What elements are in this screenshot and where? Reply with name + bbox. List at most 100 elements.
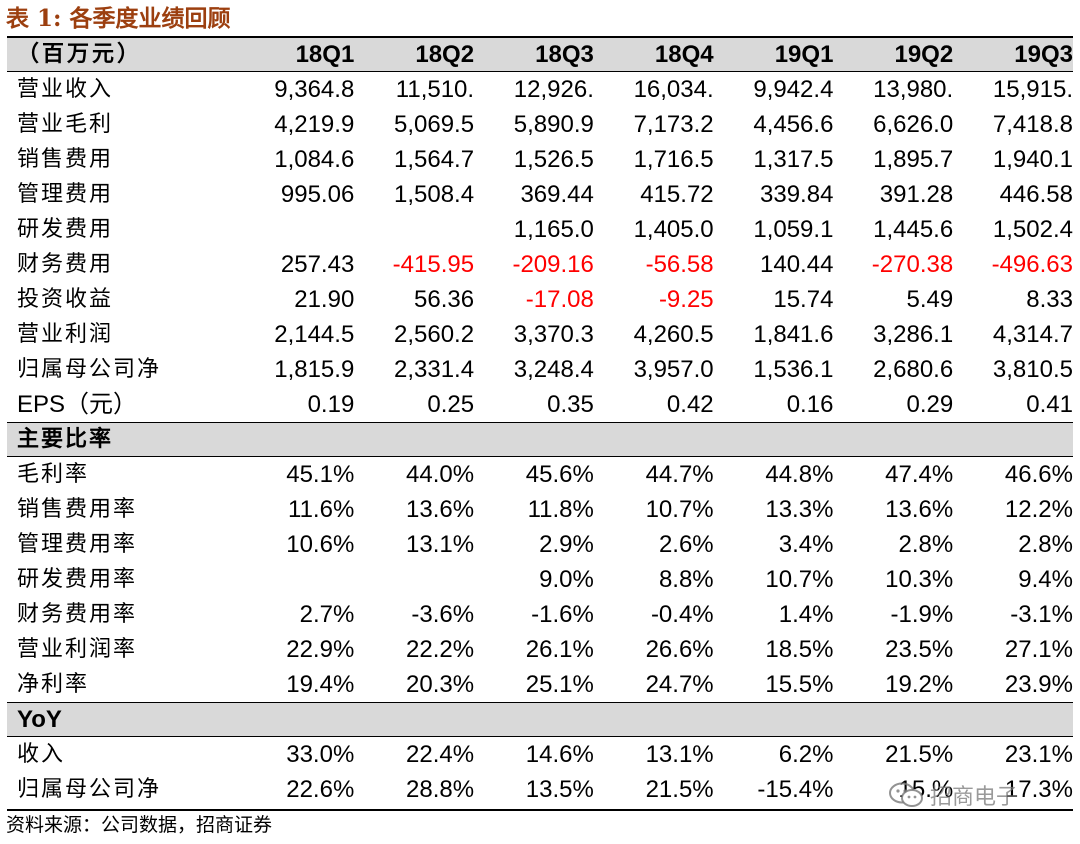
table-cell: 4,260.5 xyxy=(633,321,714,348)
table-cell: 44.0% xyxy=(406,461,475,488)
table-row: 财务费用 257.43 -415.95 -209.16 -56.58 140.44 -270… xyxy=(7,247,1073,282)
unit-label: （百万元） xyxy=(17,41,143,67)
table-row: 营业利润率 22.9% 22.2% 26.1% 26.6% 18.5% 23.5% 27.1% xyxy=(7,632,1073,667)
section-title: 主要比率 xyxy=(17,426,114,452)
row-label: 财务费用 xyxy=(17,252,114,277)
section-header-ratios: 主要比率 xyxy=(7,422,1073,457)
row-label: 归属母公司净 xyxy=(17,357,162,382)
table-cell: -56.58 xyxy=(645,251,714,278)
table-cell: 3,370.3 xyxy=(513,321,594,348)
table-cell: 8.33 xyxy=(1026,286,1073,313)
table-cell: 1,165.0 xyxy=(513,216,594,243)
table-cell: 19.4% xyxy=(286,671,355,698)
table-cell: -1.6% xyxy=(531,601,594,628)
table-cell: 2.8% xyxy=(898,531,954,558)
table-cell: -209.16 xyxy=(512,251,594,278)
table-cell: 24.7% xyxy=(645,671,714,698)
table-cell: 22.2% xyxy=(406,636,475,663)
table-cell: 22.6% xyxy=(286,776,355,803)
table-cell: 3,286.1 xyxy=(873,321,954,348)
table-cell: 15,915. xyxy=(992,76,1073,103)
table-cell: 10.6% xyxy=(286,531,355,558)
table-cell: -0.4% xyxy=(650,601,714,628)
table-cell: 21.5% xyxy=(885,741,954,768)
table-cell: 25.1% xyxy=(525,671,594,698)
table-row: 管理费用 995.06 1,508.4 369.44 415.72 339.84 391.2… xyxy=(7,177,1073,212)
table-cell: 20.3% xyxy=(406,671,475,698)
row-label: 管理费用 xyxy=(17,182,114,207)
table-row: 研发费用率 9.0% 8.8% 10.7% 10.3% 9.4% xyxy=(7,562,1073,597)
table-cell: 140.44 xyxy=(760,251,834,278)
wechat-icon xyxy=(889,782,923,807)
table-cell: -3.1% xyxy=(1010,601,1073,628)
table-row: 销售费用率 11.6% 13.6% 11.8% 10.7% 13.3% 13.6% 12.2% xyxy=(7,492,1073,527)
table-cell: 1,895.7 xyxy=(873,146,954,173)
table-row: 管理费用率 10.6% 13.1% 2.9% 2.6% 3.4% 2.8% 2.8% xyxy=(7,527,1073,562)
table-row: 营业毛利 4,219.9 5,069.5 5,890.9 7,173.2 4,456.6 6… xyxy=(7,107,1073,142)
table-cell: 26.1% xyxy=(525,636,594,663)
table-row: EPS（元） 0.19 0.25 0.35 0.42 0.16 0.29 0.41 xyxy=(7,387,1073,422)
table-cell: 28.8% xyxy=(406,776,475,803)
table-row: 归属母公司净 22.6% 28.8% 13.5% 21.5% -15.4% 15.% 17.3… xyxy=(7,772,1073,807)
table-cell: 369.44 xyxy=(520,181,594,208)
financials-body: 营业收入 9,364.8 11,510. 12,926. 16,034. 9,942.4 1… xyxy=(7,72,1073,422)
table-cell: 13.6% xyxy=(406,496,475,523)
table-title: 表 1: 各季度业绩回顾 xyxy=(6,5,231,32)
table-cell: 4,456.6 xyxy=(753,111,834,138)
table-cell: 1,317.5 xyxy=(753,146,834,173)
row-label: 财务费用率 xyxy=(17,602,138,627)
row-label: 归属母公司净 xyxy=(17,777,162,802)
table-row: 研发费用 1,165.0 1,405.0 1,059.1 1,445.6 1,502.4 xyxy=(7,212,1073,247)
row-label: 营业毛利 xyxy=(17,112,114,137)
source-note: 资料来源：公司数据，招商证券 xyxy=(6,814,273,836)
table-cell: 44.7% xyxy=(645,461,714,488)
column-header: 19Q3 xyxy=(1014,41,1073,68)
column-header: 18Q4 xyxy=(654,41,714,68)
section-header-yoy: YoY xyxy=(7,702,1073,737)
table-cell: 44.8% xyxy=(765,461,834,488)
table-cell: 1,841.6 xyxy=(753,321,834,348)
table-cell xyxy=(190,212,354,247)
table-cell: 1,084.6 xyxy=(274,146,355,173)
table-bottom-rule xyxy=(7,809,1073,811)
table-cell: 5.49 xyxy=(906,286,954,313)
table-cell: -1.9% xyxy=(890,601,954,628)
row-label: 净利率 xyxy=(17,672,90,697)
table-cell: 1,716.5 xyxy=(633,146,714,173)
table-cell: 5,890.9 xyxy=(513,111,594,138)
table-row: 营业利润 2,144.5 2,560.2 3,370.3 4,260.5 1,841.6 3… xyxy=(7,317,1073,352)
table-cell: -9.25 xyxy=(658,286,714,313)
table-cell: 1,405.0 xyxy=(633,216,714,243)
table-cell: 45.1% xyxy=(286,461,355,488)
watermark: 招商电子 xyxy=(888,778,1018,812)
table-cell: 22.4% xyxy=(406,741,475,768)
table-cell: 12.2% xyxy=(1004,496,1073,523)
table-cell: 47.4% xyxy=(885,461,954,488)
column-header: 18Q1 xyxy=(295,41,355,68)
row-label: 销售费用率 xyxy=(17,497,138,522)
table-cell: 23.1% xyxy=(1004,741,1073,768)
table-cell: 1.4% xyxy=(778,601,834,628)
earnings-table: （百万元） 18Q1 18Q2 18Q3 18Q4 19Q1 19Q2 19Q3… xyxy=(7,36,1073,807)
table-cell: 1,508.4 xyxy=(394,181,475,208)
table-cell: 27.1% xyxy=(1004,636,1073,663)
row-label: 营业利润 xyxy=(17,322,114,347)
table-cell: 11,510. xyxy=(395,76,475,103)
row-label: EPS（元） xyxy=(17,391,138,418)
table-cell: 9,364.8 xyxy=(274,76,355,103)
yoy-body: 收入 33.0% 22.4% 14.6% 13.1% 6.2% 21.5% 23.1% 归属母公… xyxy=(7,737,1073,807)
table-cell: 6,626.0 xyxy=(873,111,954,138)
table-cell: -17.08 xyxy=(525,286,594,313)
table-cell: 0.16 xyxy=(786,391,834,418)
table-cell: 2,560.2 xyxy=(394,321,475,348)
table-row: 财务费用率 2.7% -3.6% -1.6% -0.4% 1.4% -1.9% -3.1% xyxy=(7,597,1073,632)
table-cell: 11.6% xyxy=(288,496,355,523)
table-cell: -496.63 xyxy=(991,251,1073,278)
table-cell: 3,248.4 xyxy=(513,356,594,383)
table-cell: 4,314.7 xyxy=(992,321,1073,348)
table-cell: -3.6% xyxy=(411,601,475,628)
table-cell: 6.2% xyxy=(778,741,834,768)
table-cell: 19.2% xyxy=(885,671,954,698)
table-cell: 9.0% xyxy=(539,566,594,593)
table-cell: 23.5% xyxy=(885,636,954,663)
